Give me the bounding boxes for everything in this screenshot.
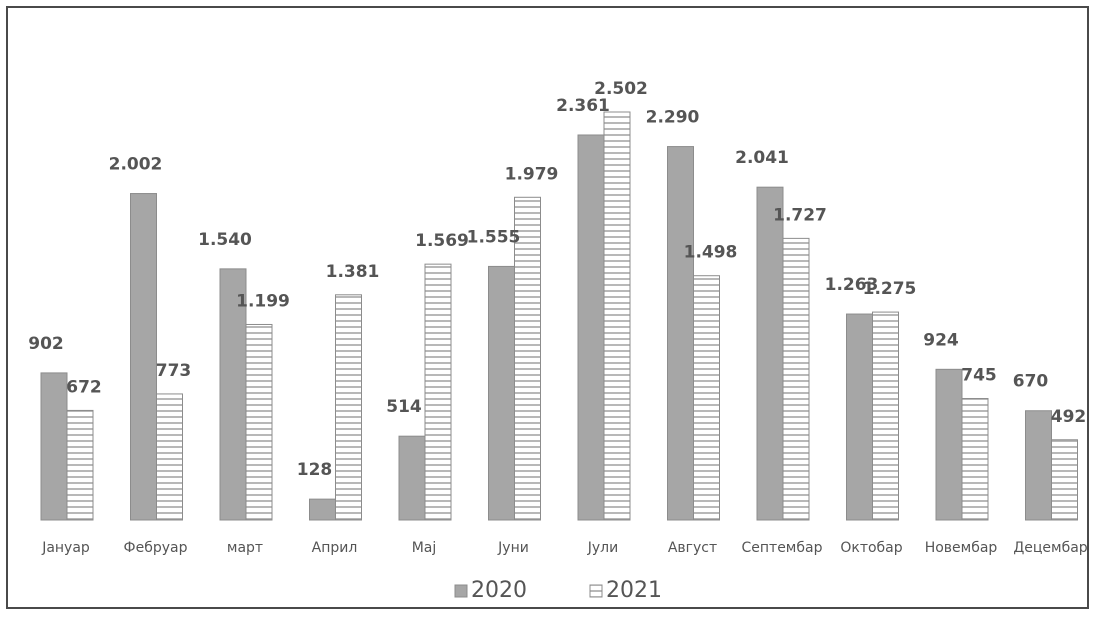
data-label-2020-8: 2.041 bbox=[735, 148, 789, 168]
chart-frame bbox=[6, 6, 1089, 609]
category-label-1: Фебруар bbox=[124, 540, 188, 556]
bar-2020-6 bbox=[577, 134, 605, 521]
data-label-2021-11: 492 bbox=[1051, 407, 1087, 427]
bar-2021-7 bbox=[693, 275, 720, 521]
bar-2020-1 bbox=[130, 193, 157, 521]
category-label-0: Јануар bbox=[41, 540, 90, 556]
bar-2021-9 bbox=[872, 311, 899, 521]
data-label-2020-9: 1.263 bbox=[825, 275, 879, 295]
category-label-4: Мај bbox=[412, 540, 437, 556]
bar-2021-4 bbox=[424, 263, 452, 521]
data-label-2020-3: 128 bbox=[297, 460, 333, 480]
category-label-6: Јули bbox=[587, 540, 618, 556]
category-label-5: Јуни bbox=[497, 540, 529, 556]
data-label-2020-1: 2.002 bbox=[109, 155, 163, 175]
data-label-2020-7: 2.290 bbox=[646, 108, 700, 128]
legend-label-2021: 2021 bbox=[606, 578, 662, 603]
legend: 2020 2021 bbox=[454, 578, 662, 603]
data-label-2021-2: 1.199 bbox=[236, 291, 290, 311]
data-label-2021-4: 1.569 bbox=[415, 231, 469, 251]
data-label-2020-4: 514 bbox=[386, 397, 422, 417]
category-label-11: Децембар bbox=[1013, 540, 1087, 556]
bar-2020-9 bbox=[846, 313, 873, 521]
data-label-2020-2: 1.540 bbox=[198, 230, 252, 250]
data-label-2021-1: 773 bbox=[156, 361, 192, 381]
legend-swatch-2021 bbox=[589, 584, 603, 598]
data-label-2020-6: 2.361 bbox=[556, 96, 610, 116]
bar-2020-3 bbox=[309, 498, 336, 521]
bar-2021-3 bbox=[335, 294, 362, 521]
category-label-3: Април bbox=[312, 540, 358, 556]
plot-area: 902 672 Јануар 2.002 773 Фебруар 1.540 1.199 мар… bbox=[28, 79, 1088, 556]
data-label-2021-10: 745 bbox=[961, 366, 997, 386]
bar-2020-4 bbox=[398, 435, 426, 521]
data-label-2021-3: 1.381 bbox=[326, 262, 380, 282]
category-label-10: Новембар bbox=[925, 540, 998, 556]
bar-2020-11 bbox=[1025, 410, 1052, 521]
bar-2020-8 bbox=[756, 186, 784, 521]
data-label-2020-10: 924 bbox=[923, 330, 959, 350]
bar-2020-10 bbox=[935, 368, 963, 521]
data-label-2021-6: 2.502 bbox=[594, 79, 648, 99]
legend-label-2020: 2020 bbox=[471, 578, 527, 603]
bar-2020-0 bbox=[40, 372, 68, 521]
bar-2021-8 bbox=[782, 237, 810, 521]
bar-2020-7 bbox=[667, 146, 694, 521]
data-label-2021-5: 1.979 bbox=[505, 164, 559, 184]
data-label-2021-7: 1.498 bbox=[684, 243, 738, 263]
bar-2020-5 bbox=[488, 265, 515, 521]
bar-2021-11 bbox=[1051, 439, 1078, 521]
data-label-2021-9: 1.275 bbox=[863, 279, 917, 299]
data-label-2020-0: 902 bbox=[28, 334, 64, 354]
bar-2021-2 bbox=[245, 323, 273, 521]
data-label-2021-8: 1.727 bbox=[773, 205, 827, 225]
bar-2021-5 bbox=[514, 196, 541, 521]
category-label-2: март bbox=[227, 540, 263, 556]
data-label-2020-5: 1.555 bbox=[467, 227, 521, 247]
data-label-2021-0: 672 bbox=[66, 377, 102, 397]
bar-2021-6 bbox=[603, 111, 631, 521]
data-label-2020-11: 670 bbox=[1013, 372, 1049, 392]
category-label-7: Август bbox=[668, 540, 717, 556]
bar-2021-10 bbox=[961, 398, 989, 521]
category-label-9: Октобар bbox=[840, 540, 902, 556]
category-label-8: Септембар bbox=[742, 540, 823, 556]
bar-2020-2 bbox=[219, 268, 247, 521]
bar-2021-1 bbox=[156, 393, 183, 521]
legend-swatch-2020 bbox=[454, 584, 468, 598]
bar-2021-0 bbox=[66, 409, 94, 521]
